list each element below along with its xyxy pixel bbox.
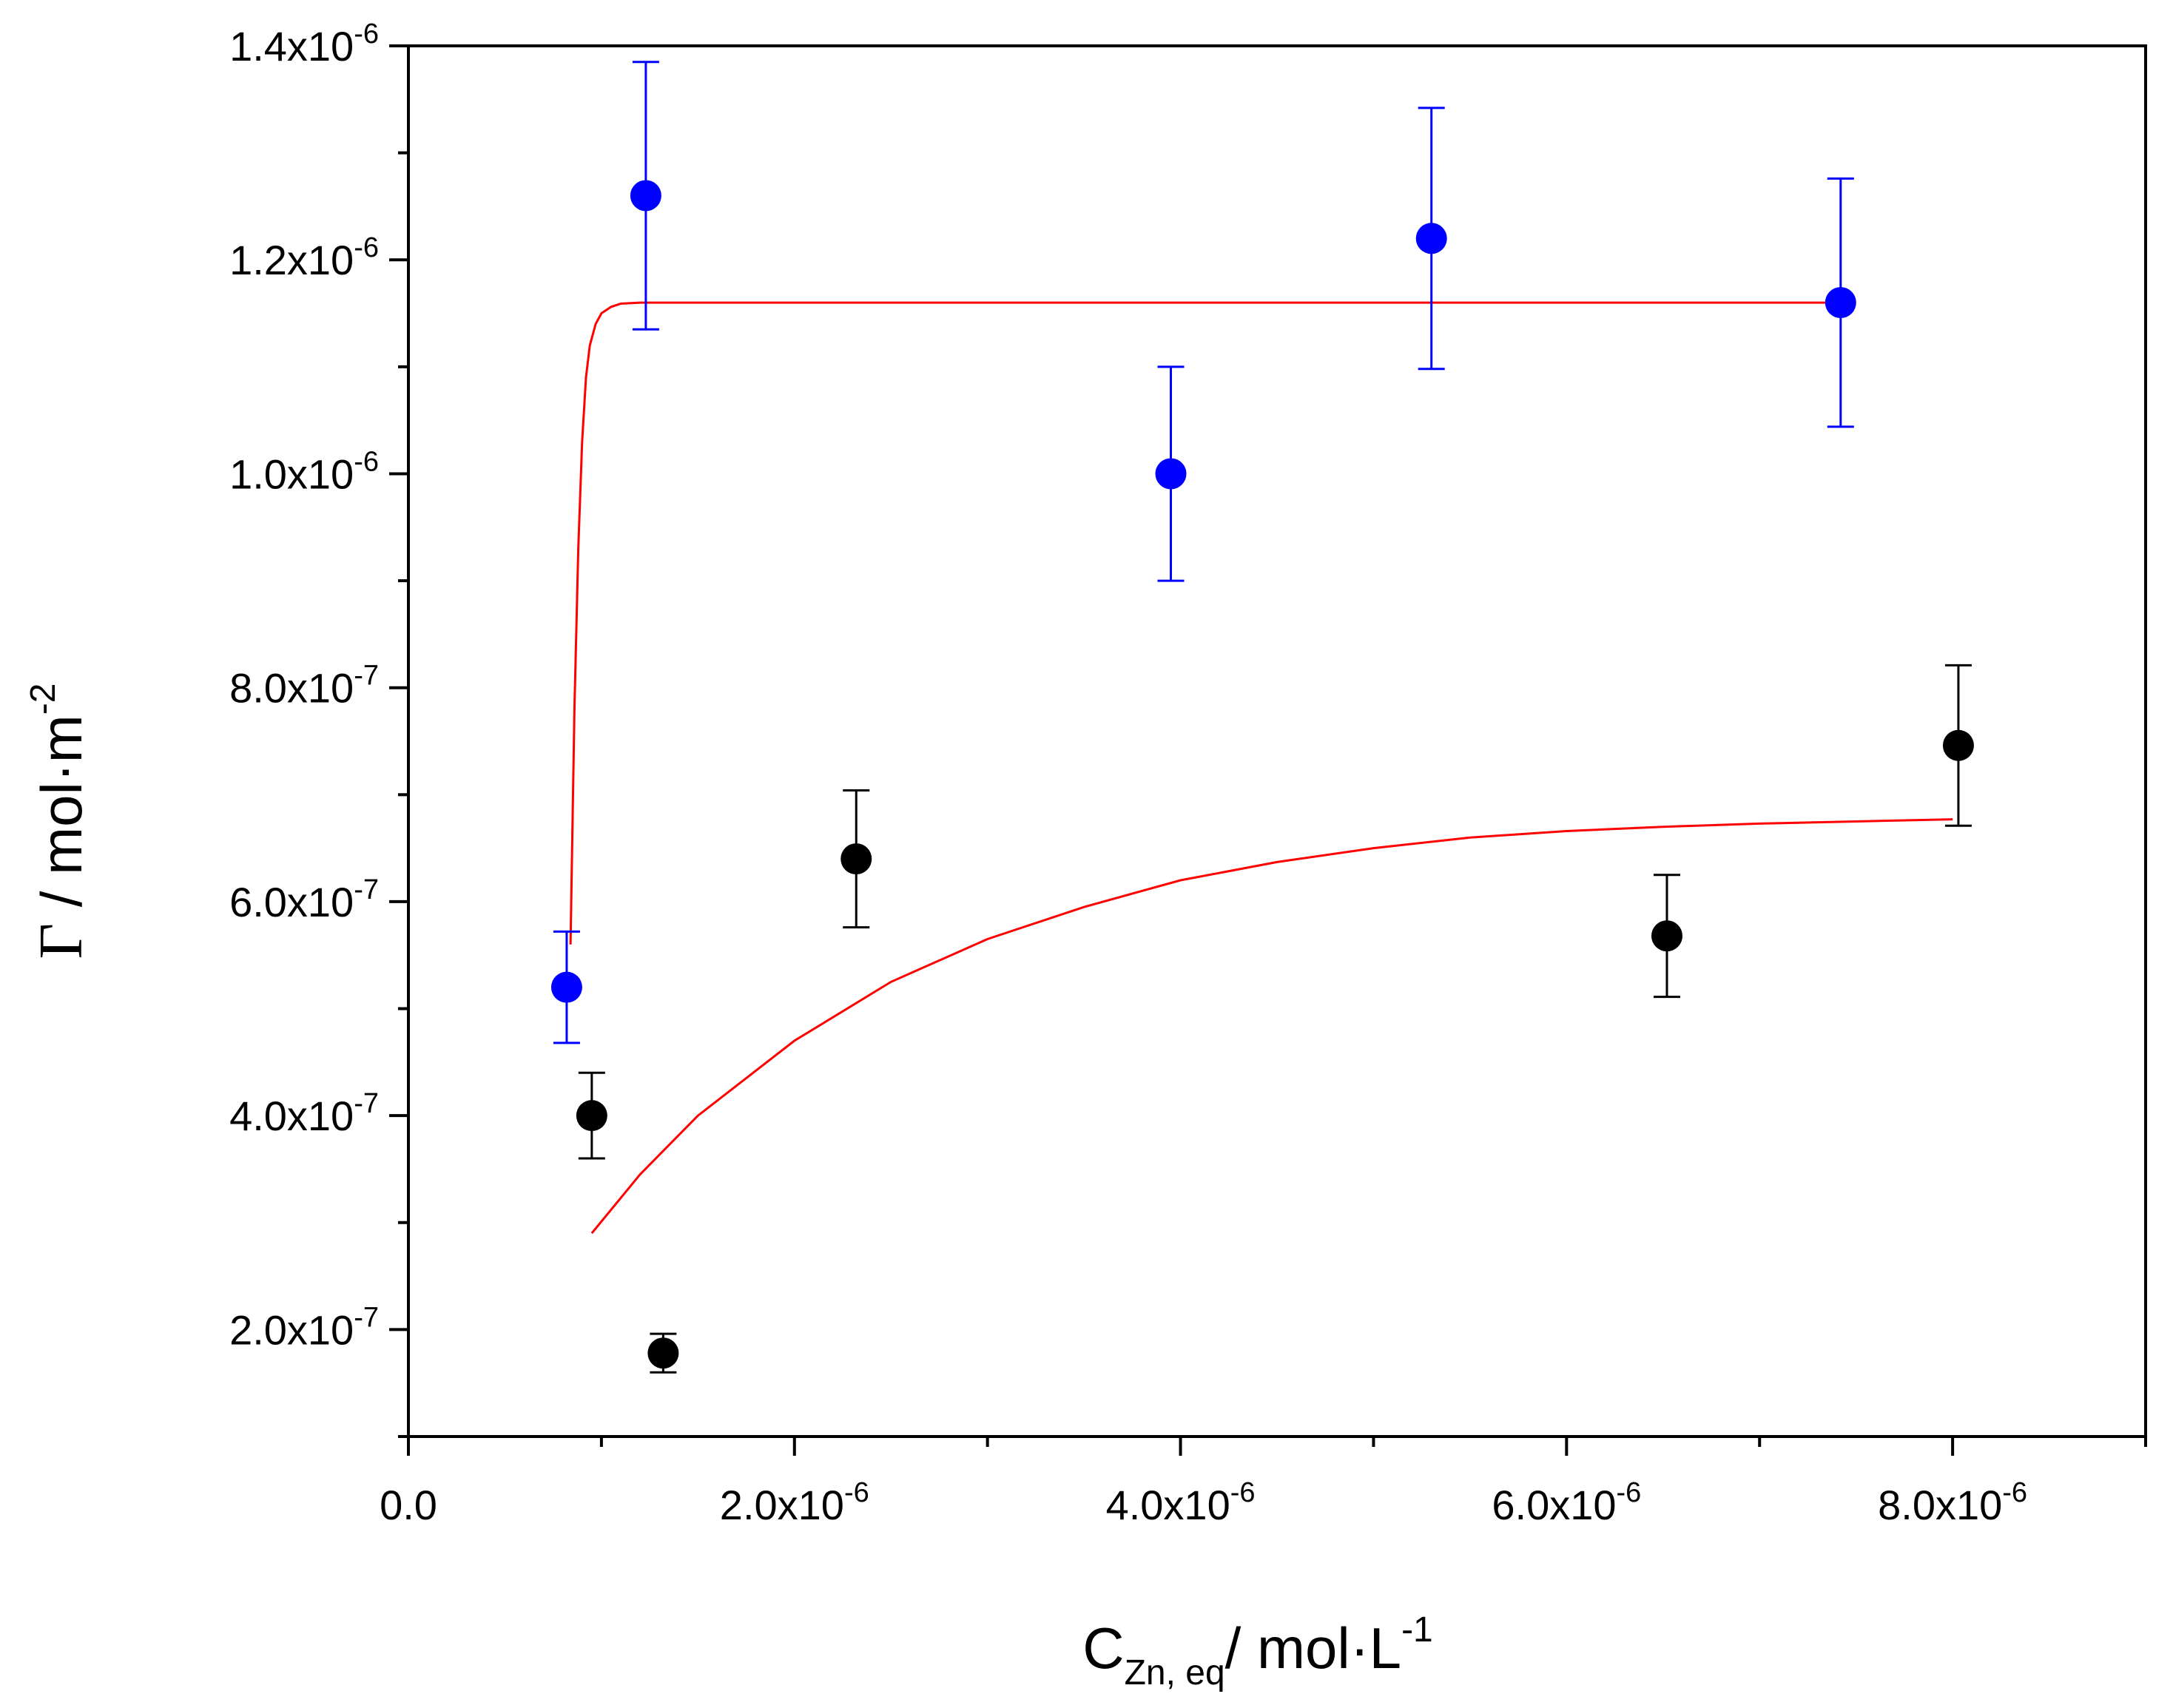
y-tick-label: 2.0x10-7 xyxy=(229,1302,379,1353)
x-tick-label: 4.0x10-6 xyxy=(1106,1477,1256,1528)
black-data-point xyxy=(840,843,872,875)
fit-black-curve xyxy=(590,818,1953,1235)
tick-labels: 0.0 2.0x10-6 4.0x10-6 6.0x10-6 8.0x10-6 2.0x1… xyxy=(229,18,2027,1528)
y-title-rest: / mol·m xyxy=(29,715,94,923)
y-axis-title: Γ / mol·m-2 xyxy=(24,683,95,959)
fit-curves xyxy=(569,301,1953,1235)
data-points xyxy=(550,61,1974,1374)
blue-data-point xyxy=(550,971,582,1003)
y-tick-label: 1.4x10-6 xyxy=(229,18,379,70)
black-data-point xyxy=(647,1337,679,1369)
y-tick-label: 4.0x10-7 xyxy=(229,1088,379,1139)
fit-blue-curve xyxy=(569,301,1847,945)
x-axis-title: CZn, eq/ mol·L-1 xyxy=(1082,1610,1433,1692)
blue-data-point xyxy=(1155,458,1187,490)
y-tick-label: 1.2x10-6 xyxy=(229,232,379,283)
x-title-superscript: -1 xyxy=(1401,1610,1433,1650)
plot-frame xyxy=(407,44,2147,1438)
y-title-gamma: Γ xyxy=(27,923,95,959)
y-title-superscript: -2 xyxy=(24,683,63,715)
black-data-point xyxy=(1942,729,1974,761)
x-tick-label: 2.0x10-6 xyxy=(720,1477,869,1528)
blue-data-point xyxy=(630,180,661,212)
x-tick-label: 0.0 xyxy=(380,1482,437,1528)
black-data-point xyxy=(576,1100,607,1132)
y-tick-label: 6.0x10-7 xyxy=(229,874,379,925)
axes xyxy=(389,44,2147,1456)
x-tick-label: 6.0x10-6 xyxy=(1492,1477,1641,1528)
blue-data-point xyxy=(1415,223,1447,254)
x-title-main: C xyxy=(1082,1616,1124,1681)
y-tick-label: 1.0x10-6 xyxy=(229,446,379,497)
blue-data-point xyxy=(1825,287,1856,319)
x-title-rest: / mol·L xyxy=(1225,1616,1401,1681)
x-title-subscript: Zn, eq xyxy=(1125,1653,1225,1692)
y-tick-label: 8.0x10-7 xyxy=(229,661,379,712)
black-data-point xyxy=(1651,920,1682,952)
x-tick-label: 8.0x10-6 xyxy=(1878,1477,2027,1528)
